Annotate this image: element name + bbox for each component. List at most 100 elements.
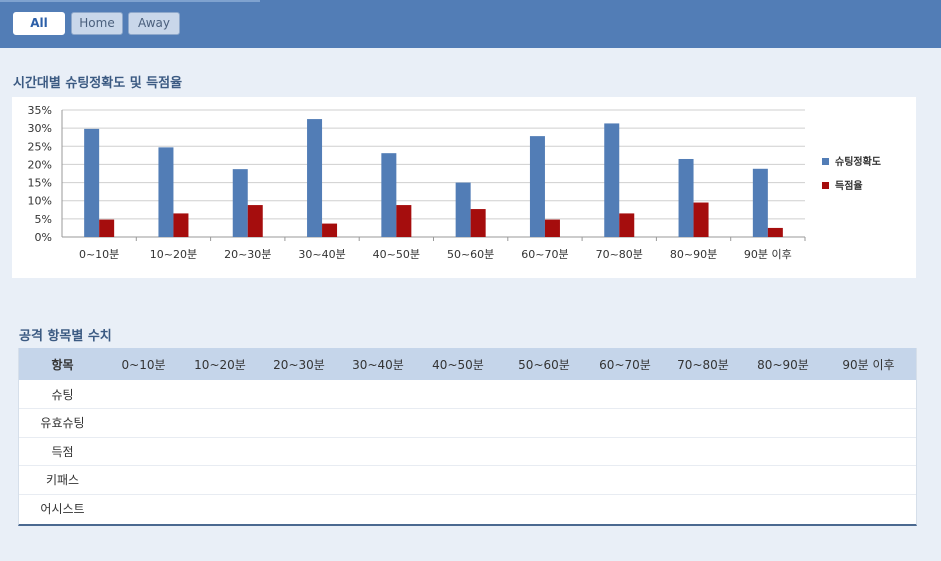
table-cell: [661, 494, 745, 523]
table-row: 슈팅: [19, 380, 916, 409]
table-cell: [259, 466, 339, 495]
table-row-label: 유효슈팅: [40, 416, 85, 431]
table-header-cell: 30~40분: [352, 357, 404, 372]
table-cell: [259, 494, 339, 523]
table-cell: [589, 494, 661, 523]
y-tick-label: 0%: [35, 231, 52, 244]
table-cell: [499, 409, 589, 438]
table-cell: [417, 409, 499, 438]
table-header-cell: 70~80분: [677, 357, 729, 372]
filter-away-button[interactable]: Away: [128, 12, 180, 35]
bar-series1: [381, 153, 397, 237]
table-cell: [499, 494, 589, 523]
table-cell: [499, 466, 589, 495]
legend-label: 슈팅정확도: [835, 155, 881, 168]
filter-bar: All Home Away: [0, 0, 941, 48]
table-cell: [339, 466, 417, 495]
table-row-label: 득점: [51, 444, 74, 459]
table-cell: [417, 380, 499, 409]
table-cell: [259, 409, 339, 438]
y-tick-label: 10%: [28, 195, 52, 208]
table-cell: [259, 437, 339, 466]
x-tick-label: 10~20분: [150, 248, 197, 261]
x-tick-label: 0~10분: [79, 248, 119, 261]
table-cell: [181, 380, 259, 409]
y-tick-label: 20%: [28, 158, 52, 171]
table-header-cell: 90분 이후: [842, 357, 895, 372]
table-row: 유효슈팅: [19, 409, 916, 438]
table-cell: [339, 409, 417, 438]
x-tick-label: 50~60분: [447, 248, 494, 261]
table-cell: [339, 437, 417, 466]
table-section-title: 공격 항목별 수치: [19, 329, 112, 344]
table-cell: [661, 466, 745, 495]
table-cell: [821, 409, 916, 438]
bar-series1: [455, 182, 471, 237]
table-cell: [417, 466, 499, 495]
y-tick-label: 25%: [28, 140, 52, 153]
bar-series1: [604, 123, 620, 237]
table-cell: [661, 380, 745, 409]
x-tick-label: 80~90분: [670, 248, 717, 261]
table-cell: [661, 409, 745, 438]
table-row-label: 키패스: [45, 473, 80, 488]
bar-series2: [322, 223, 338, 237]
chart-section-title: 시간대별 슈팅정확도 및 득점율: [13, 76, 183, 91]
bar-series2: [619, 213, 635, 237]
bar-series1: [84, 128, 100, 237]
table-row: 득점: [19, 437, 916, 466]
table-cell: [181, 437, 259, 466]
table-cell: [499, 437, 589, 466]
table-row: 키패스: [19, 466, 916, 495]
y-tick-label: 30%: [28, 122, 52, 135]
bar-series1: [307, 119, 323, 237]
table-row: 어시스트: [19, 494, 916, 523]
table-cell: [499, 380, 589, 409]
legend-swatch: [822, 158, 829, 165]
table-cell: [106, 437, 181, 466]
table-cell: [106, 409, 181, 438]
bar-series2: [396, 205, 412, 237]
bar-series2: [99, 219, 115, 237]
table-header-row: 항목 0~10분 10~20분 20~30분 30~40분 40~50분 50~…: [19, 348, 916, 380]
table-row-label: 어시스트: [40, 502, 85, 516]
table-cell: [821, 437, 916, 466]
bar-series2: [470, 209, 486, 237]
table-cell: [181, 494, 259, 523]
y-tick-label: 15%: [28, 177, 52, 190]
bar-chart: 0% 5% 10% 15% 20% 25% 30% 35% 0~10분 10~20분 20~30분 3…: [28, 104, 881, 261]
table-header-cell: 80~90분: [757, 357, 809, 372]
x-tick-label: 30~40분: [298, 248, 345, 261]
table-cell: [745, 466, 821, 495]
table-row-label: 슈팅: [51, 387, 74, 402]
legend-swatch: [822, 182, 829, 189]
table-cell: [745, 437, 821, 466]
table-cell: [589, 380, 661, 409]
table-cell: [821, 494, 916, 523]
table-cell: [181, 409, 259, 438]
table-header-cell: 0~10분: [121, 357, 166, 372]
table-header-cell: 40~50분: [432, 357, 484, 372]
table-cell: [417, 437, 499, 466]
legend-label: 득점율: [835, 180, 863, 192]
table-cell: [589, 437, 661, 466]
table-header-cell: 50~60분: [518, 357, 570, 372]
table-cell: [181, 466, 259, 495]
stats-table: 항목 0~10분 10~20분 20~30분 30~40분 40~50분 50~…: [18, 348, 917, 526]
chart-panel: 0% 5% 10% 15% 20% 25% 30% 35% 0~10분 10~20분 20~30분 3…: [12, 97, 916, 278]
x-tick-label: 90분 이후: [744, 248, 792, 261]
x-tick-label: 40~50분: [373, 248, 420, 261]
filter-all-button[interactable]: All: [13, 12, 65, 35]
table-cell: [106, 494, 181, 523]
table-cell: [339, 494, 417, 523]
filter-home-button[interactable]: Home: [71, 12, 123, 35]
bar-series1: [158, 147, 174, 237]
bar-series2: [693, 202, 709, 237]
table-cell: [745, 494, 821, 523]
table-cell: [745, 409, 821, 438]
bar-series2: [767, 227, 783, 237]
bar-series1: [529, 136, 545, 237]
y-tick-label: 5%: [35, 213, 52, 226]
bar-series2: [173, 213, 189, 237]
